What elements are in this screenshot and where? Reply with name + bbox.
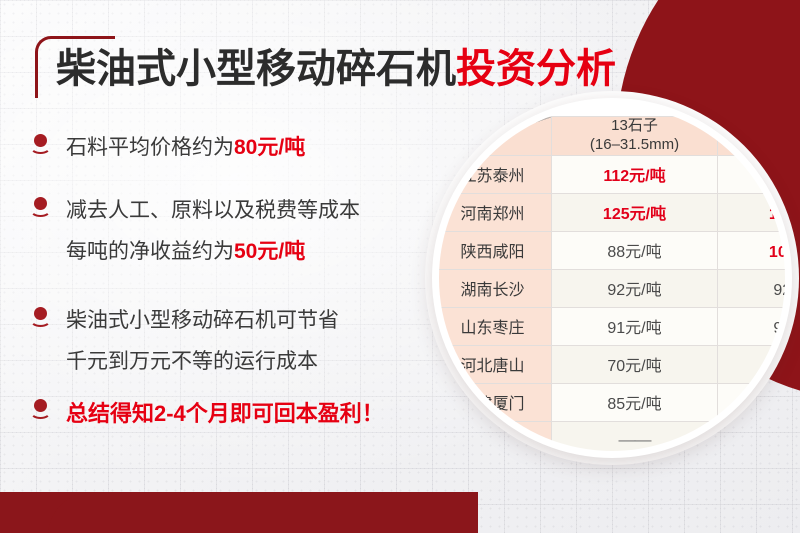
bullet-plain: 柴油式小型移动碎石机可节省 (66, 308, 339, 332)
decorative-red-bar (48, 492, 478, 533)
column-header-second-line2: (10–… (777, 126, 785, 144)
bullet-line: 柴油式小型移动碎石机可节省 (66, 301, 450, 342)
table-cell-city: 河南郑州 (439, 192, 552, 232)
table-cell-price-12: 85元/吨 (717, 382, 785, 422)
bullet-plain: 千元到万元不等的运行成本 (66, 349, 318, 373)
column-header-13shizi-line1: 13石子 (611, 117, 658, 134)
decorative-corner-bracket (35, 36, 115, 98)
column-header-13shizi-line2: (16–31.5mm) (589, 135, 680, 153)
bullet-line: 石料平均价格约为80元/吨 (66, 128, 450, 169)
bullet-item: 石料平均价格约为80元/吨 (30, 128, 450, 169)
table-cell-price-12: 70元/吨 (717, 344, 785, 384)
bullet-item: 柴油式小型移动碎石机可节省 千元到万元不等的运行成本 (30, 301, 450, 383)
table-cell-price-12: 113元/吨 (717, 154, 785, 194)
bullet-line: 总结得知2-4个月即可回本盈利！ (66, 393, 450, 436)
table-corner-cell (439, 116, 552, 156)
table-cell-city: 江苏泰州 (439, 154, 552, 194)
price-table: 13石子 (16–31.5mm) (10–… 江苏泰州112元/吨113元/吨河… (439, 116, 785, 451)
bullet-text: 柴油式小型移动碎石机可节省 千元到万元不等的运行成本 (66, 301, 450, 383)
bullet-dot-icon (30, 134, 52, 156)
price-table-lens-inner: 13石子 (16–31.5mm) (10–… 江苏泰州112元/吨113元/吨河… (439, 105, 785, 451)
bullet-dot-icon (30, 306, 52, 329)
table-cell-price-12 (717, 420, 785, 451)
price-table-body: 江苏泰州112元/吨113元/吨河南郑州125元/吨130元/吨陕西咸阳88元/… (439, 154, 785, 451)
table-cell-price-13: 92元/吨 (551, 268, 718, 308)
price-table-lens: 13石子 (16–31.5mm) (10–… 江苏泰州112元/吨113元/吨河… (432, 98, 792, 458)
bullet-line: 减去人工、原料以及税费等成本 (66, 191, 450, 232)
table-cell-price-13: 88元/吨 (551, 230, 718, 270)
table-cell-city: 山东枣庄 (439, 306, 552, 346)
table-cell-city: 陕西咸阳 (439, 230, 552, 270)
price-table-wrapper: 13石子 (16–31.5mm) (10–… 江苏泰州112元/吨113元/吨河… (439, 116, 785, 451)
table-cell-price-13: 125元/吨 (551, 192, 718, 232)
page-title-accent: 投资分析 (456, 47, 616, 91)
page-title-main: 柴油式小型移动碎石机 (56, 47, 456, 91)
table-cell-price-13: 85元/吨 (551, 382, 718, 422)
price-table-header-row: 13石子 (16–31.5mm) (10–… (439, 116, 785, 156)
column-header-second: (10–… (717, 116, 785, 156)
table-cell-price-12: 105元/吨 (717, 230, 785, 270)
table-cell-city (439, 420, 552, 451)
diagonal-divider-icon (439, 117, 551, 155)
table-cell-price-12: 92元/吨 (717, 268, 785, 308)
bullet-text: 石料平均价格约为80元/吨 (66, 128, 450, 169)
bullet-plain: 减去人工、原料以及税费等成本 (66, 198, 360, 222)
bullet-dot-icon (30, 196, 52, 219)
bullet-plain: 石料平均价格约为 (66, 136, 234, 159)
bullet-highlight: 50元/吨 (234, 239, 306, 263)
bullet-line: 千元到万元不等的运行成本 (66, 342, 450, 383)
table-cell-city: 福建厦门 (439, 382, 552, 422)
column-header-13shizi: 13石子 (16–31.5mm) (551, 116, 718, 156)
bullet-highlight: 80元/吨 (234, 136, 306, 159)
table-row: —— (439, 420, 785, 451)
table-cell-price-12: 130元/吨 (717, 192, 785, 232)
bullet-plain: 每吨的净收益约为 (66, 239, 234, 263)
bullet-line: 每吨的净收益约为50元/吨 (66, 232, 450, 273)
bullet-text: 总结得知2-4个月即可回本盈利！ (66, 393, 450, 436)
bullet-item: 减去人工、原料以及税费等成本 每吨的净收益约为50元/吨 (30, 191, 450, 273)
table-cell-price-13: 91元/吨 (551, 306, 718, 346)
table-cell-price-13: 70元/吨 (551, 344, 718, 384)
bullet-list: 石料平均价格约为80元/吨 减去人工、原料以及税费等成本 每吨的净收益约为50元/吨… (30, 128, 450, 436)
table-cell-city: 河北唐山 (439, 344, 552, 384)
bullet-plain: 总结得知2-4个月即可回本盈利！ (66, 400, 384, 426)
price-table-head: 13石子 (16–31.5mm) (10–… (439, 116, 785, 156)
bullet-item: 总结得知2-4个月即可回本盈利！ (30, 393, 450, 436)
table-cell-price-13: 112元/吨 (551, 154, 718, 194)
table-cell-price-13: —— (551, 420, 718, 451)
bullet-dot-icon (30, 398, 52, 421)
page-title: 柴油式小型移动碎石机投资分析 (56, 46, 616, 93)
table-cell-price-12: 91元/吨 (717, 306, 785, 346)
bullet-text: 减去人工、原料以及税费等成本 每吨的净收益约为50元/吨 (66, 191, 450, 273)
table-cell-city: 湖南长沙 (439, 268, 552, 308)
